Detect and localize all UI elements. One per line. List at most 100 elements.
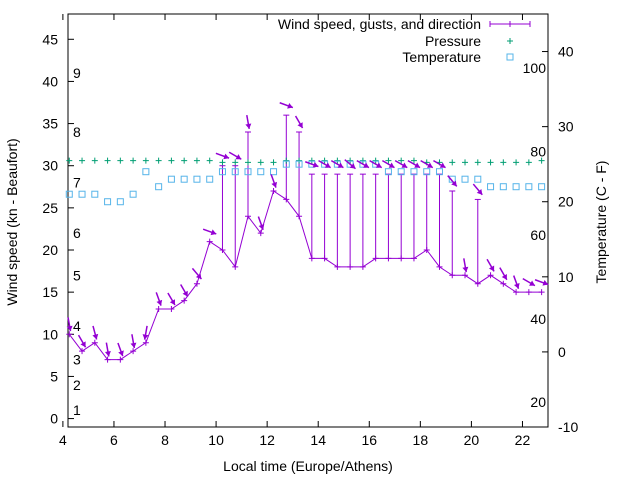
temperature-point: [474, 175, 482, 183]
temperature-point: [270, 168, 278, 176]
pressure-point: [372, 157, 379, 164]
temperature-point: [155, 183, 163, 191]
arrow-head: [476, 189, 483, 195]
wind-point: [487, 272, 494, 279]
arrow-head: [513, 282, 520, 289]
pressure-point: [206, 157, 213, 164]
wind-point: [385, 255, 392, 262]
wind-direction-arrow: [407, 159, 421, 169]
wind-point: [117, 356, 124, 363]
pressure-point: [219, 159, 226, 166]
pressure-point: [168, 157, 175, 164]
wind-point: [321, 255, 328, 262]
wind-point: [206, 238, 213, 245]
wind-direction-arrow: [270, 174, 278, 188]
wind-direction-arrow: [66, 317, 73, 332]
x-axis-label: Local time (Europe/Athens): [223, 458, 393, 474]
temperature-point: [231, 168, 239, 176]
wind-direction-arrow: [499, 267, 508, 281]
wind-point: [91, 339, 98, 346]
arrow-head: [271, 181, 278, 188]
temperature-point: [461, 175, 469, 183]
pressure-point: [474, 159, 481, 166]
wind-direction-arrow: [462, 258, 469, 273]
temperature-series: [65, 160, 546, 206]
legend-sample-temperature: [506, 53, 514, 61]
pressure-point: [283, 157, 290, 164]
legend-samples: [489, 21, 531, 61]
pressure-point: [245, 159, 251, 166]
x-tick-label: 4: [59, 432, 67, 448]
wind-point: [104, 356, 111, 363]
fahrenheit-label: 100: [523, 60, 547, 76]
temperature-point: [257, 168, 265, 176]
wind-point: [538, 289, 545, 296]
wind-direction-arrow: [522, 277, 536, 287]
arrow-head: [501, 273, 507, 280]
temperature-point: [167, 175, 175, 183]
temperature-point: [104, 198, 112, 206]
wind-point: [142, 339, 149, 346]
temperature-point: [218, 168, 226, 176]
pressure-point: [321, 157, 328, 164]
pressure-point: [193, 157, 200, 164]
x-tick-label: 20: [464, 432, 480, 448]
arrow-head: [182, 290, 188, 297]
wind-point: [168, 306, 175, 312]
pressure-point: [308, 157, 315, 164]
y-tick-label: 10: [42, 326, 58, 342]
arrow-head: [349, 163, 356, 169]
arrow-head: [488, 265, 495, 272]
arrow-head: [130, 342, 137, 349]
wind-point: [270, 188, 277, 194]
arrow-head: [80, 341, 86, 348]
x-tick-label: 18: [413, 432, 429, 448]
arrow-head: [156, 299, 163, 306]
arrow-head: [312, 162, 319, 168]
pressure-point: [334, 157, 341, 164]
x-tick-label: 16: [361, 432, 377, 448]
pressure-point: [487, 159, 494, 166]
wind-direction-arrow: [191, 267, 203, 280]
y2-tick-label: 10: [558, 269, 574, 285]
pressure-point: [79, 157, 86, 164]
wind-direction-arrow: [486, 258, 495, 272]
temperature-point: [193, 175, 201, 183]
wind-point: [423, 247, 430, 253]
fahrenheit-label: 80: [530, 143, 546, 159]
beaufort-label: 5: [73, 267, 81, 283]
beaufort-label: 4: [73, 318, 81, 334]
temperature-point: [282, 160, 290, 168]
direction-arrows: [66, 102, 549, 357]
y-tick-label: 45: [42, 31, 58, 47]
beaufort-label: 1: [73, 402, 81, 418]
arrow-head: [287, 103, 293, 109]
arrow-head: [462, 266, 469, 273]
pressure-point: [181, 157, 188, 164]
temperature-point: [244, 168, 252, 176]
wind-direction-arrow: [167, 292, 176, 306]
wind-direction-arrow: [257, 216, 265, 230]
temperature-point: [499, 183, 507, 191]
pressure-point: [398, 157, 405, 164]
wind-series: [66, 114, 545, 363]
y2-tick-label: 30: [558, 119, 574, 135]
wind-direction-arrow: [77, 334, 87, 348]
pressure-point: [66, 157, 73, 164]
pressure-point: [232, 159, 239, 166]
arrow-head: [169, 299, 176, 306]
wind-point: [245, 213, 251, 220]
pressure-point: [525, 159, 532, 166]
pressure-point: [142, 157, 149, 164]
fahrenheit-label: 60: [530, 227, 546, 243]
temperature-point: [538, 183, 546, 191]
wind-point: [525, 289, 532, 296]
wind-direction-arrow: [512, 275, 520, 289]
x-tick-label: 6: [110, 432, 118, 448]
temperature-point: [116, 198, 124, 206]
arrow-head: [245, 123, 252, 129]
wind-point: [513, 289, 520, 296]
wind-direction-arrow: [433, 159, 446, 169]
temperature-point: [448, 175, 456, 183]
fahrenheit-label: 20: [530, 394, 546, 410]
